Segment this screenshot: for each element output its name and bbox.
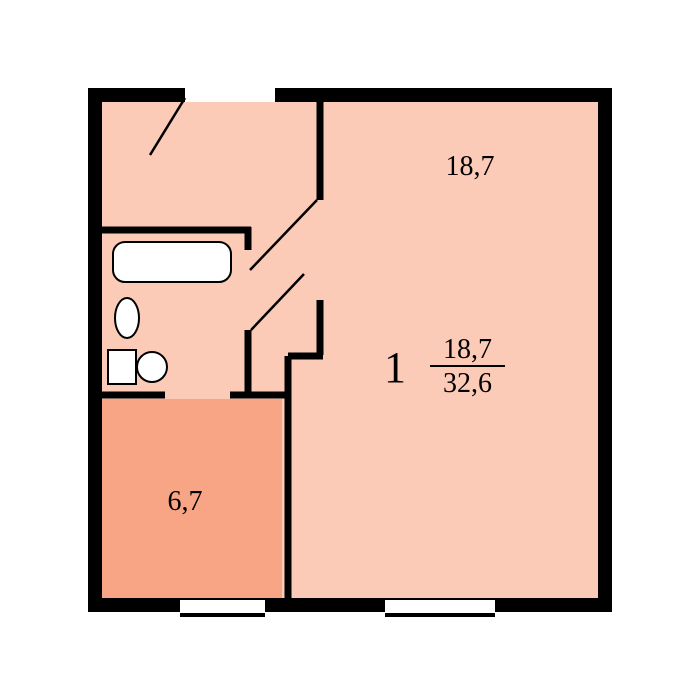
toilet-bowl-icon [137,352,167,382]
sink-icon [115,298,139,338]
summary-living: 18,7 [443,334,492,365]
summary-total: 32,6 [443,368,492,399]
bathtub-icon [113,242,231,282]
living-area-label: 18,7 [446,151,495,182]
kitchen-area-label: 6,7 [168,486,203,517]
summary-rooms: 1 [384,343,406,392]
floorplan-diagram: 18,76,7118,732,6 [0,0,700,700]
toilet-tank-icon [108,350,136,384]
